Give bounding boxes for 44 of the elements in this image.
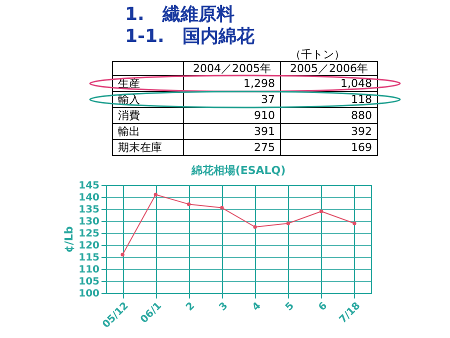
- text: 1. 繊維原料: [125, 3, 234, 26]
- y-tick-label: 140: [78, 192, 100, 204]
- x-tick-label: 4: [250, 300, 264, 314]
- text: 生産: [112, 76, 184, 92]
- text: 1,298: [184, 76, 280, 92]
- x-tick-label: 5: [284, 300, 296, 314]
- text: 118: [280, 92, 378, 108]
- point: [220, 206, 224, 210]
- y-tick-label: 105: [78, 276, 100, 288]
- text: 期末在庫: [112, 140, 184, 156]
- text: 275: [184, 140, 280, 156]
- point: [286, 222, 290, 226]
- text: 391: [184, 124, 280, 140]
- point: [186, 202, 191, 206]
- text: 消費: [112, 108, 184, 124]
- text: 910: [184, 108, 280, 124]
- text: 880: [280, 108, 378, 124]
- y-tick-label: 100: [78, 288, 100, 300]
- y-tick-label: 130: [78, 216, 100, 228]
- y-axis-title: ¢/Lb: [62, 226, 76, 253]
- y-tick-label: 135: [78, 204, 100, 216]
- text: 2005／2006年: [280, 62, 378, 76]
- y-tick-label: 110: [78, 264, 100, 276]
- y-tick-label: 145: [78, 180, 100, 192]
- text: 2004／2005年: [184, 62, 280, 76]
- point: [352, 222, 356, 226]
- text: 1,048: [280, 76, 378, 92]
- y-tick-label: 115: [78, 252, 100, 264]
- point: [120, 252, 124, 256]
- text: 392: [280, 124, 378, 140]
- x-tick-label: 3: [218, 300, 230, 314]
- text: 1-1. 国内綿花: [125, 25, 254, 48]
- text: 169: [280, 140, 378, 156]
- point: [253, 225, 257, 229]
- x-tick-label: 6: [316, 300, 330, 314]
- text: 輸出: [112, 124, 184, 140]
- text: 37: [184, 92, 280, 108]
- point: [154, 192, 158, 196]
- text: （千トン）: [290, 47, 345, 62]
- x-tick-label: 2: [184, 300, 198, 314]
- y-tick-label: 120: [78, 240, 100, 252]
- chart-title: 綿花相場(ESALQ): [190, 164, 286, 177]
- y-tick-label: 125: [78, 228, 100, 240]
- point: [319, 210, 324, 214]
